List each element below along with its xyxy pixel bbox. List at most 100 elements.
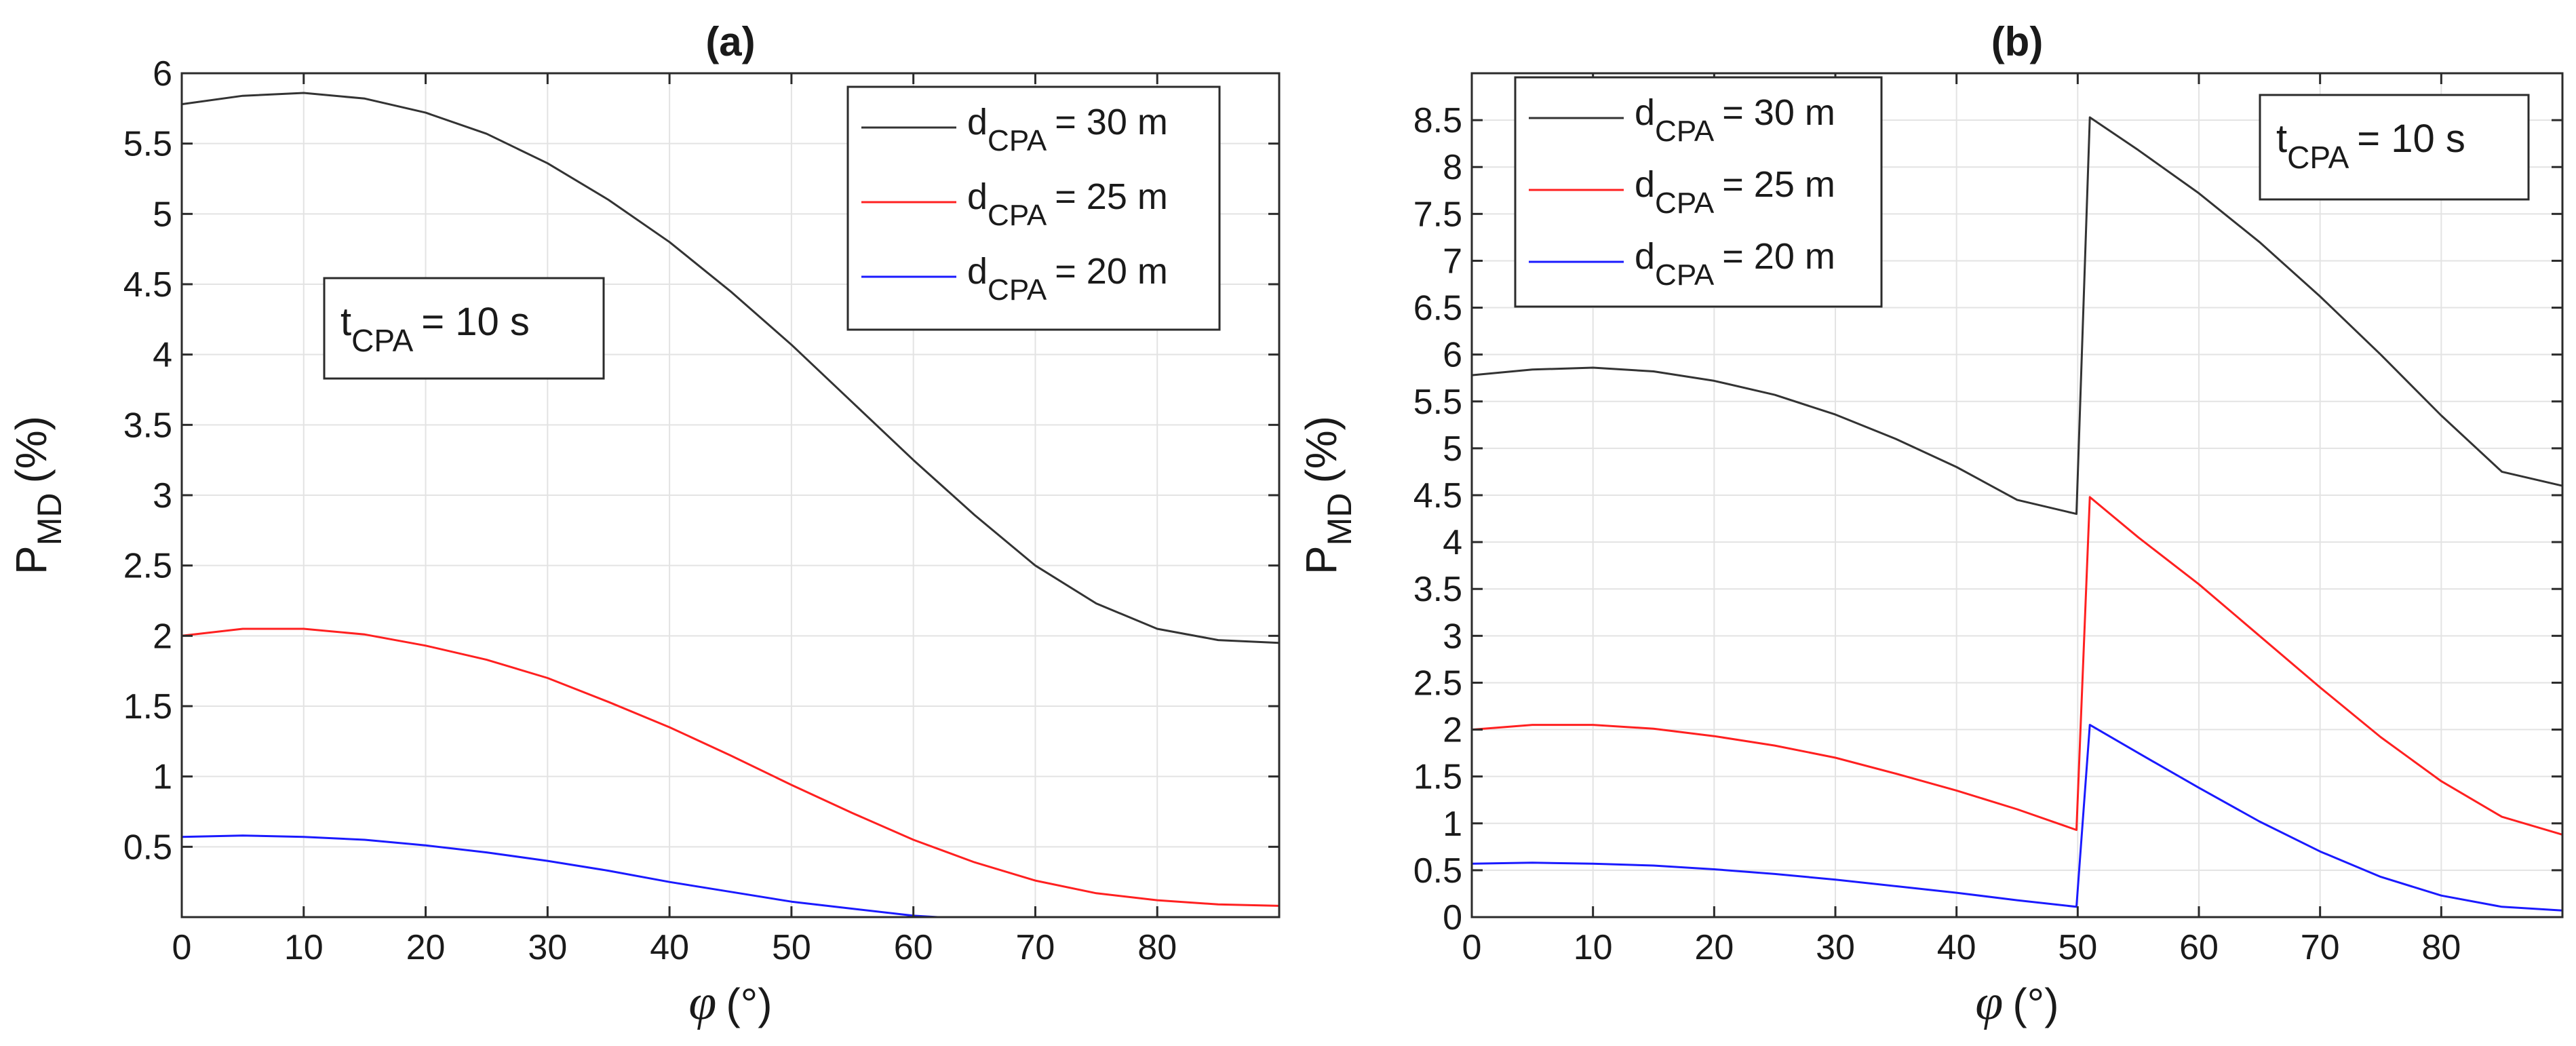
legend-sub: CPA <box>1655 115 1715 148</box>
series-line-3 <box>1471 724 2563 912</box>
y-tick-label: 8 <box>1443 148 1462 187</box>
y-tick-label: 4.5 <box>123 265 172 305</box>
series-line-2 <box>181 627 1280 907</box>
y-axis-sub: MD <box>1321 493 1359 546</box>
y-axis-sub: MD <box>31 493 69 546</box>
y-tick-label: 3.5 <box>1413 570 1462 609</box>
x-tick-label: 0 <box>1462 928 1482 967</box>
x-tick-label: 60 <box>2179 928 2219 967</box>
y-tick-label: 3 <box>153 476 172 516</box>
series-group <box>1471 116 2563 912</box>
x-tick-label: 30 <box>1816 928 1855 967</box>
y-tick-label: 1.5 <box>1413 758 1462 797</box>
legend-entry-1: dCPA = 30 m <box>1635 92 1835 148</box>
legend-main: d <box>967 176 988 217</box>
legend-sub: CPA <box>988 273 1047 307</box>
legend-rest: = 30 m <box>1722 92 1835 133</box>
legend-main: d <box>1635 236 1655 277</box>
legend-box <box>1514 76 1883 308</box>
y-tick-label: 0.5 <box>123 828 172 867</box>
x-axis-label: φ (°) <box>688 975 772 1030</box>
x-tick-label: 10 <box>284 928 324 967</box>
x-axis-unit: (°) <box>726 980 772 1028</box>
x-tick-label: 60 <box>894 928 933 967</box>
y-tick-label: 6 <box>153 54 172 94</box>
annotation: tCPA = 10 s <box>323 277 605 380</box>
y-tick-label: 3.5 <box>123 406 172 445</box>
y-tick-label: 3 <box>1443 617 1462 656</box>
legend-entry-3: dCPA = 20 m <box>1635 236 1835 292</box>
y-tick-label: 1.5 <box>123 687 172 727</box>
legend-main: d <box>1635 164 1655 205</box>
y-axis-main: P <box>1297 545 1346 575</box>
y-tick-label: 2.5 <box>123 547 172 586</box>
y-tick-label: 5.5 <box>123 125 172 164</box>
series-group <box>181 92 1280 918</box>
y-tick-label: 0.5 <box>1413 851 1462 891</box>
annotation: tCPA = 10 s <box>2259 94 2530 201</box>
legend-sub: CPA <box>988 199 1047 232</box>
legend-entry-2: dCPA = 25 m <box>967 176 1168 232</box>
series-line-1 <box>1471 116 2563 516</box>
y-axis-unit: (%) <box>7 416 56 484</box>
x-tick-label: 50 <box>2058 928 2097 967</box>
x-tick-label: 30 <box>528 928 567 967</box>
legend-main: d <box>1635 92 1655 133</box>
x-tick-label: 20 <box>1694 928 1734 967</box>
x-axis-label: φ (°) <box>1975 975 2058 1030</box>
legend-rest: = 20 m <box>1055 251 1168 292</box>
y-axis-label: PMD (%) <box>1297 416 1359 575</box>
x-tick-label: 50 <box>772 928 811 967</box>
legend-entry-3: dCPA = 20 m <box>967 251 1168 307</box>
x-tick-label: 0 <box>172 928 192 967</box>
y-axis-unit: (%) <box>1297 416 1346 484</box>
y-tick-label: 6.5 <box>1413 289 1462 328</box>
legend-main: d <box>967 102 988 142</box>
panel-title: (a) <box>705 19 755 64</box>
y-tick-label: 2 <box>153 617 172 656</box>
annotation-box <box>323 277 605 380</box>
y-tick-label: 1 <box>1443 805 1462 844</box>
series-line-3 <box>181 834 938 918</box>
legend-entry-1: dCPA = 30 m <box>967 102 1168 157</box>
x-tick-label: 40 <box>650 928 689 967</box>
y-axis-main: P <box>7 545 56 575</box>
panel-b: 0 10 20 30 40 50 60 70 8000.511.522.533.544.555.… <box>1297 19 2564 1030</box>
x-tick-label: 70 <box>2301 928 2340 967</box>
legend-rest: = 30 m <box>1055 102 1168 142</box>
x-tick-label: 80 <box>2421 928 2461 967</box>
y-tick-label: 5 <box>153 195 172 234</box>
x-axis-symbol: φ <box>1975 975 2003 1030</box>
x-tick-label: 20 <box>406 928 446 967</box>
annotation-box <box>2259 94 2530 201</box>
x-axis-symbol: φ <box>688 975 716 1030</box>
annotation-rest: = 10 s <box>2357 117 2465 161</box>
y-tick-label: 5.5 <box>1413 383 1462 422</box>
series-line-2 <box>1471 496 2563 836</box>
y-axis-label: PMD (%) <box>7 416 69 575</box>
y-tick-label: 4 <box>153 336 172 375</box>
x-tick-label: 10 <box>1574 928 1613 967</box>
legend-sub: CPA <box>988 124 1047 157</box>
legend-main: d <box>967 251 988 292</box>
legend-rest: = 25 m <box>1722 164 1835 205</box>
legend-entry-2: dCPA = 25 m <box>1635 164 1835 220</box>
annotation-rest: = 10 s <box>421 300 530 344</box>
y-tick-label: 4.5 <box>1413 476 1462 516</box>
x-tick-label: 80 <box>1137 928 1177 967</box>
y-tick-label: 2 <box>1443 711 1462 750</box>
legend-rest: = 20 m <box>1722 236 1835 277</box>
x-axis-unit: (°) <box>2012 980 2058 1028</box>
annotation-text: tCPA = 10 s <box>340 300 530 358</box>
annotation-main: t <box>340 300 351 344</box>
x-tick-label: 40 <box>1937 928 1976 967</box>
y-tick-label: 5 <box>1443 429 1462 469</box>
legend-rest: = 25 m <box>1055 176 1168 217</box>
annotation-main: t <box>2276 117 2287 161</box>
y-tick-label: 6 <box>1443 336 1462 375</box>
panel-a: 0 10 20 30 40 50 60 70 80 0.5 1 1.5 2 2.5 3 3.5 4 4.5 5 5.5… <box>7 19 1281 1030</box>
y-tick-label: 7.5 <box>1413 195 1462 234</box>
